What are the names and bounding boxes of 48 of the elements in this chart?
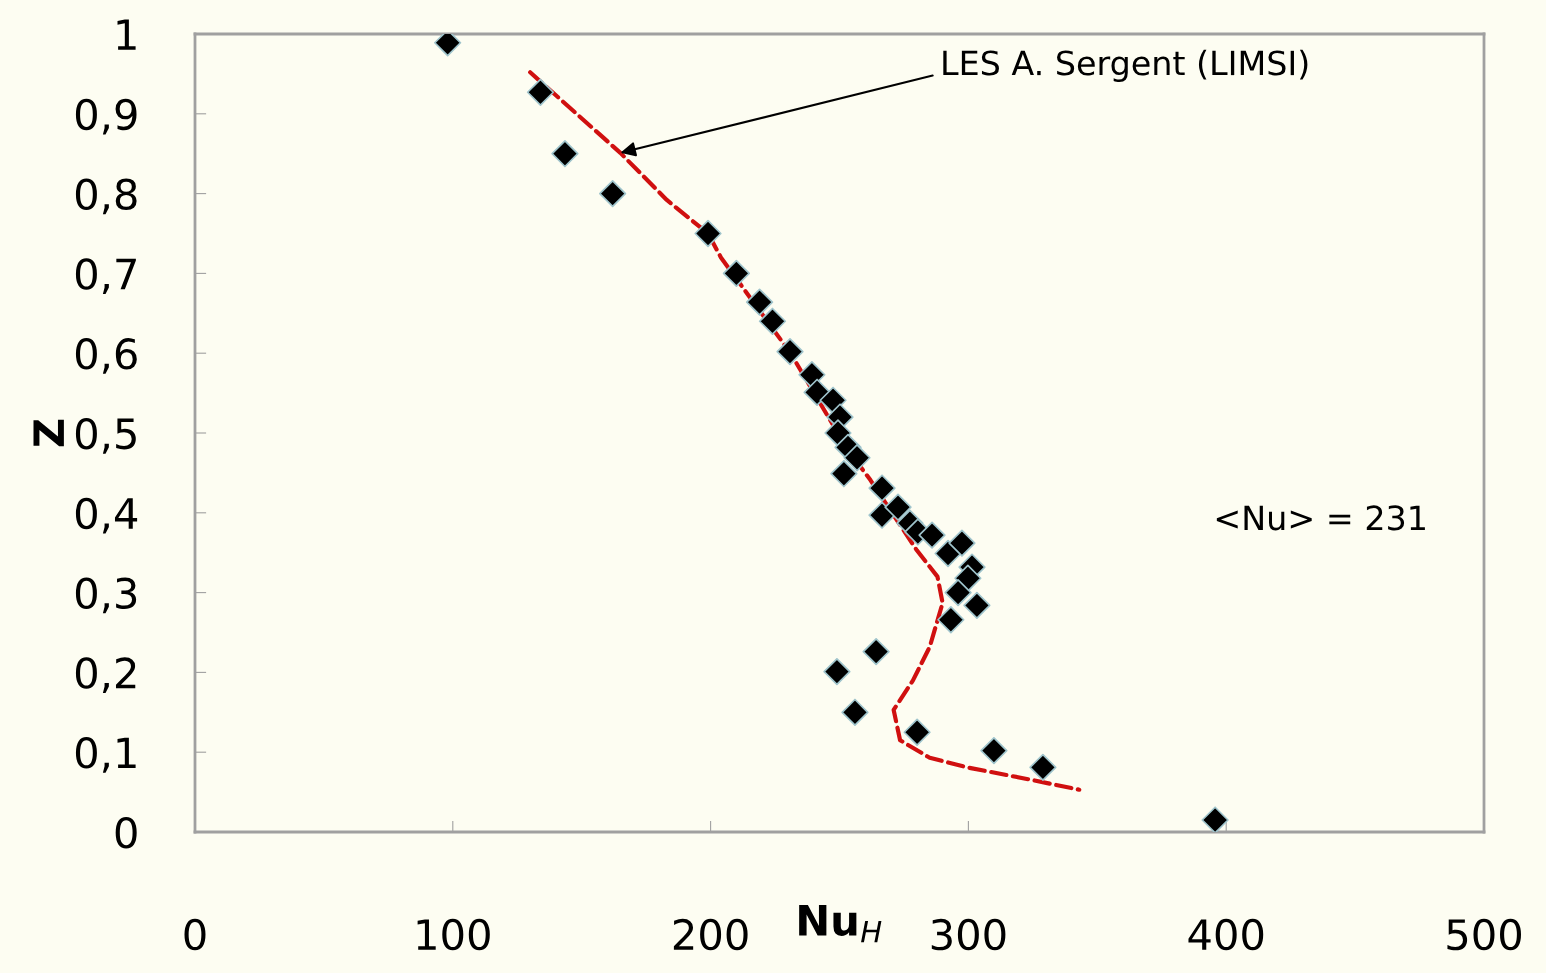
y-tick-label: 0,6 (75, 338, 137, 374)
point (944, 578, 972, 607)
x-tick-label: 200 (673, 918, 748, 951)
annotation: <Nu> = 231 (1216, 505, 1425, 531)
point (868, 474, 896, 502)
y-tick-label: 0,7 (75, 258, 136, 295)
point (803, 378, 831, 406)
y-tick-label: 0,4 (75, 497, 138, 534)
y-tick-label: 0,2 (75, 657, 136, 694)
point (824, 419, 852, 447)
x-tick-label: 400 (1188, 918, 1264, 951)
point (758, 307, 787, 335)
point (526, 78, 555, 106)
x-tick-label: 300 (931, 918, 1006, 951)
y-tick-label: 0,1 (75, 737, 136, 773)
point (823, 657, 851, 686)
point (1029, 753, 1057, 782)
point (937, 606, 965, 634)
annotation: LES A. Sergent (LIMSI) (943, 49, 1308, 83)
point (819, 386, 847, 414)
point (884, 493, 912, 521)
x-axis-title: Nu$_{H}$ (799, 905, 882, 943)
point (903, 718, 931, 746)
y-tick-label: 0 (115, 816, 137, 849)
y-tick-label: 0,3 (75, 577, 137, 614)
point (918, 521, 946, 549)
point (841, 698, 869, 726)
y-axis-title: Z (33, 419, 64, 447)
y-tick-label: 0,5 (75, 417, 136, 454)
point (694, 219, 722, 248)
point (843, 444, 871, 472)
point (722, 259, 751, 288)
point (1201, 806, 1229, 832)
y-tick-label: 1 (117, 19, 136, 50)
point (598, 179, 627, 208)
point (776, 337, 804, 366)
y-tick-label: 0,8 (75, 178, 137, 215)
point (830, 460, 858, 488)
point (862, 638, 890, 666)
point (948, 529, 976, 557)
x-tick-label: 500 (1447, 918, 1521, 951)
x-tick-label: 0 (184, 918, 206, 951)
y-tick-label: 0,9 (75, 98, 137, 135)
point (745, 288, 774, 316)
x-tick-label: 100 (417, 918, 490, 951)
point (980, 736, 1008, 765)
point (963, 591, 991, 620)
point (551, 140, 579, 168)
